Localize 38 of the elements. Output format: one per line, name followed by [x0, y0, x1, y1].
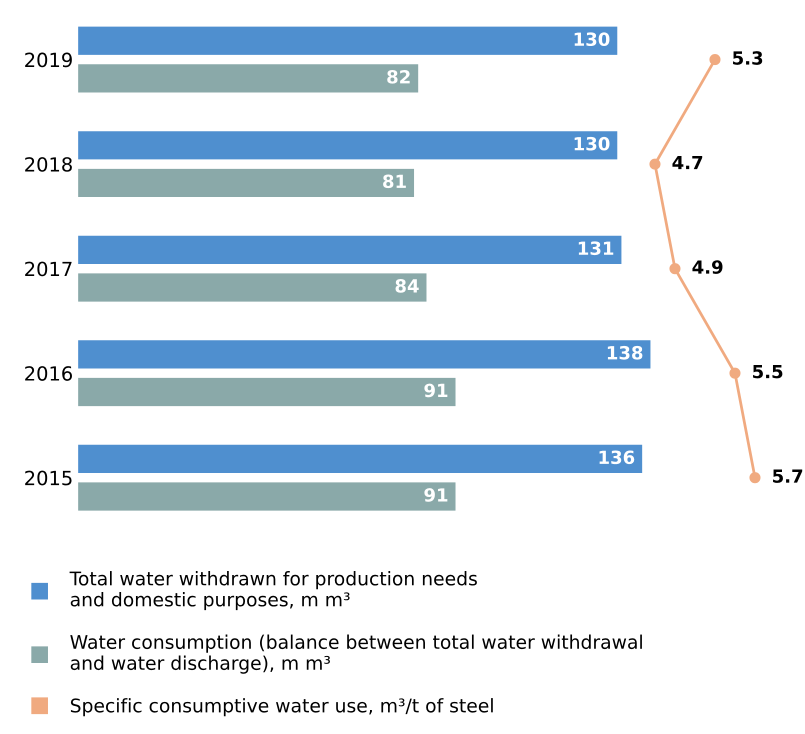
bar: [78, 482, 456, 511]
data-label: 136: [600, 450, 634, 464]
data-label: 131: [578, 241, 614, 256]
data-label: 5.7: [773, 470, 802, 483]
legend-label: Total water withdrawn for production needs and domestic purposes, m m³: [70, 571, 477, 610]
bar: [78, 273, 426, 302]
data-label: 81: [383, 174, 406, 188]
bar: [78, 340, 650, 368]
legend-label: Water consumption (balance between total water withdrawal and water discharge), m m³: [70, 634, 642, 674]
data-label: 82: [387, 70, 410, 84]
point: [649, 158, 661, 170]
data-label: 84: [396, 279, 419, 293]
data-label: 91: [424, 384, 448, 398]
bar: [78, 378, 456, 406]
bar: [78, 236, 622, 264]
y-tick-label: 2015: [25, 470, 72, 486]
point: [669, 263, 681, 274]
y-tick-label: 2019: [25, 52, 72, 68]
data-label: 5.5: [753, 364, 782, 378]
point: [709, 54, 721, 66]
data-label: 130: [574, 136, 610, 151]
data-label: 4.9: [692, 260, 722, 274]
bar: [78, 131, 618, 160]
data-label: 5.3: [733, 51, 762, 65]
data-label: 4.7: [672, 156, 702, 170]
bar: [78, 26, 618, 55]
y-tick-label: 2017: [25, 262, 72, 276]
y-tick-label: 2016: [25, 366, 72, 381]
bar: [78, 64, 418, 93]
data-label: 91: [424, 488, 448, 502]
legend-label: Specific consumptive water use, m³/t of steel: [70, 698, 493, 716]
bar: [78, 168, 414, 198]
bar: [78, 444, 642, 473]
point: [729, 368, 741, 379]
y-tick-label: 2018: [25, 157, 72, 172]
point: [749, 472, 761, 484]
data-label: 130: [574, 32, 610, 46]
data-label: 138: [608, 346, 642, 360]
